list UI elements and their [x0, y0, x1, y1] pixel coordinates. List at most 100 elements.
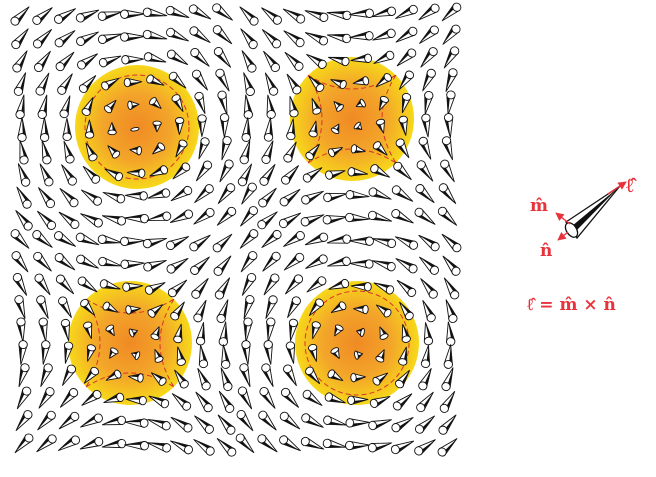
director-cone [11, 28, 29, 50]
director-cone [212, 3, 233, 21]
director-cone [147, 418, 171, 431]
director-cone [198, 137, 210, 160]
director-cone [38, 187, 56, 209]
director-cone [327, 256, 351, 267]
director-cone [218, 321, 228, 347]
director-cone [261, 7, 282, 25]
director-cone [213, 255, 232, 276]
director-cone [300, 436, 325, 450]
director-cone [37, 210, 57, 230]
director-cone [77, 276, 98, 293]
director-cone [441, 233, 462, 253]
director-cone [97, 33, 123, 45]
director-cone [190, 47, 210, 67]
director-cone [263, 340, 273, 365]
director-cone [237, 163, 253, 187]
director-cone [347, 395, 369, 405]
director-cone [170, 440, 193, 455]
director-cone [394, 236, 419, 250]
director-cone [83, 321, 93, 339]
director-cone [128, 373, 144, 383]
director-cone [142, 237, 168, 249]
director-cone [308, 343, 318, 362]
director-cone [349, 236, 374, 246]
director-cone [369, 395, 391, 408]
director-cone [123, 77, 143, 88]
director-cone [103, 99, 117, 114]
director-cone [15, 210, 33, 231]
director-cone [390, 440, 415, 455]
director-cone [169, 209, 194, 223]
director-cone [259, 386, 276, 409]
director-cone [120, 32, 145, 42]
director-cone [401, 323, 411, 343]
director-cone [171, 393, 192, 411]
director-cone [330, 79, 347, 90]
director-cone [58, 411, 80, 430]
director-cone [84, 119, 95, 139]
director-cone [257, 211, 278, 230]
director-cone [80, 213, 103, 228]
director-cone [143, 52, 167, 63]
director-cone [104, 168, 123, 182]
director-cone [418, 368, 432, 391]
director-cone [39, 117, 50, 142]
director-cone [142, 7, 168, 17]
director-cone [40, 363, 53, 387]
director-cone [14, 295, 26, 320]
director-cone [17, 163, 31, 187]
director-cone [391, 208, 414, 224]
director-cone [193, 439, 215, 456]
director-cone [393, 161, 412, 181]
director-cone [147, 188, 171, 199]
n-label: n̂ [540, 241, 552, 261]
director-cone [124, 213, 149, 224]
director-cone [300, 214, 325, 227]
director-cone [198, 344, 209, 369]
director-cone [37, 410, 56, 431]
director-cone [80, 298, 96, 316]
director-cone [441, 367, 454, 392]
director-cone [375, 118, 385, 134]
director-cone [392, 393, 413, 411]
director-cone [58, 435, 81, 451]
director-cone [416, 160, 434, 182]
director-cone [76, 254, 99, 269]
director-cone [219, 113, 230, 138]
director-cone [437, 206, 458, 226]
director-cone [165, 5, 190, 18]
director-cone [283, 364, 297, 387]
director-cone [302, 167, 323, 183]
director-cone [442, 24, 461, 45]
director-cone [216, 438, 237, 457]
director-cone [32, 230, 53, 248]
director-cone [353, 121, 363, 130]
director-cone [371, 6, 397, 18]
director-cone [367, 442, 393, 453]
director-cone [285, 341, 296, 364]
director-cone [122, 282, 144, 292]
director-cone [174, 117, 185, 135]
director-cone [190, 256, 210, 275]
director-cone [32, 29, 52, 49]
director-cone [212, 25, 233, 45]
director-cone [33, 251, 52, 272]
director-cone [219, 159, 234, 183]
director-cone [396, 48, 417, 67]
director-cone [37, 94, 48, 119]
director-cone [345, 212, 370, 223]
director-cone [446, 321, 456, 347]
director-cone [398, 70, 415, 90]
director-cone [322, 215, 348, 225]
director-cone [306, 276, 327, 293]
director-cone [422, 299, 436, 323]
director-cone [38, 387, 55, 409]
director-cone [261, 140, 274, 164]
director-cone [195, 391, 213, 413]
director-cone [398, 115, 408, 136]
director-cone [97, 11, 123, 21]
director-cone [101, 215, 127, 226]
director-cone [236, 409, 254, 432]
director-cone [243, 317, 253, 343]
director-cone [323, 415, 347, 426]
